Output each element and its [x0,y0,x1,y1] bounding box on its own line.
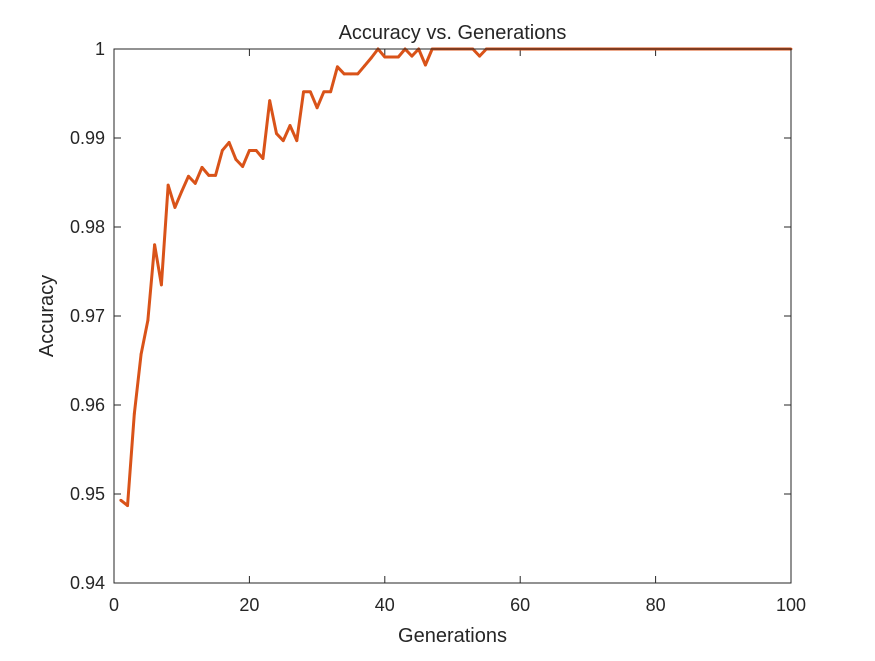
data-point [166,183,170,187]
x-tick-label: 40 [375,595,395,615]
data-point [363,64,366,68]
data-point [159,283,163,287]
data-point [193,181,197,185]
data-point [424,63,427,67]
data-point [275,132,278,135]
y-tick-label: 1 [95,39,105,59]
data-point [383,55,387,59]
data-point [261,157,265,160]
y-tick-label: 0.99 [70,128,105,148]
data-point [322,90,326,94]
data-point [248,149,251,152]
data-point [126,504,129,507]
data-point [308,90,312,94]
x-tick-label: 0 [109,595,119,615]
data-point [220,149,224,152]
data-point [207,173,211,177]
y-tick-label: 0.96 [70,395,105,415]
x-tick-label: 80 [646,595,666,615]
axes-box [113,48,792,584]
data-point [356,72,360,76]
data-point [187,174,190,178]
data-point [288,124,292,127]
data-point [281,139,285,143]
y-tick-label: 0.97 [70,306,105,326]
data-point [410,54,414,58]
data-point [241,165,245,168]
data-point [478,54,481,58]
data-point [173,206,177,209]
data-point [254,149,258,152]
data-point [315,106,319,110]
data-point [200,165,204,169]
data-point [139,352,143,356]
data-point [329,90,333,94]
y-tick-label: 0.95 [70,484,105,504]
data-point [132,412,136,416]
x-tick-label: 60 [510,595,530,615]
data-point [153,243,157,247]
data-point [146,319,150,322]
data-point [390,55,393,59]
data-point [342,72,346,76]
data-point [119,498,123,502]
data-point [302,90,305,94]
data-point [234,157,238,161]
data-point [369,56,373,60]
ticks-layer: 0 20 40 60 80 100 0.94 0.95 0.96 0.97 0.98 0.99 1 [70,39,806,615]
axes-background [114,49,791,583]
data-point [214,173,217,177]
data-point [349,72,353,76]
data-point [295,139,299,143]
data-point [396,55,400,59]
y-tick-label: 0.94 [70,573,105,593]
x-tick-label: 100 [776,595,806,615]
data-point [268,99,272,103]
x-tick-label: 20 [239,595,259,615]
data-point [227,141,231,144]
x-axis-label: Generations [398,625,507,647]
data-point [180,190,184,193]
y-tick-label: 0.98 [70,217,105,237]
chart-title: Accuracy vs. Generations [339,22,567,44]
data-point [336,65,339,69]
y-axis-label: Accuracy [36,275,58,357]
